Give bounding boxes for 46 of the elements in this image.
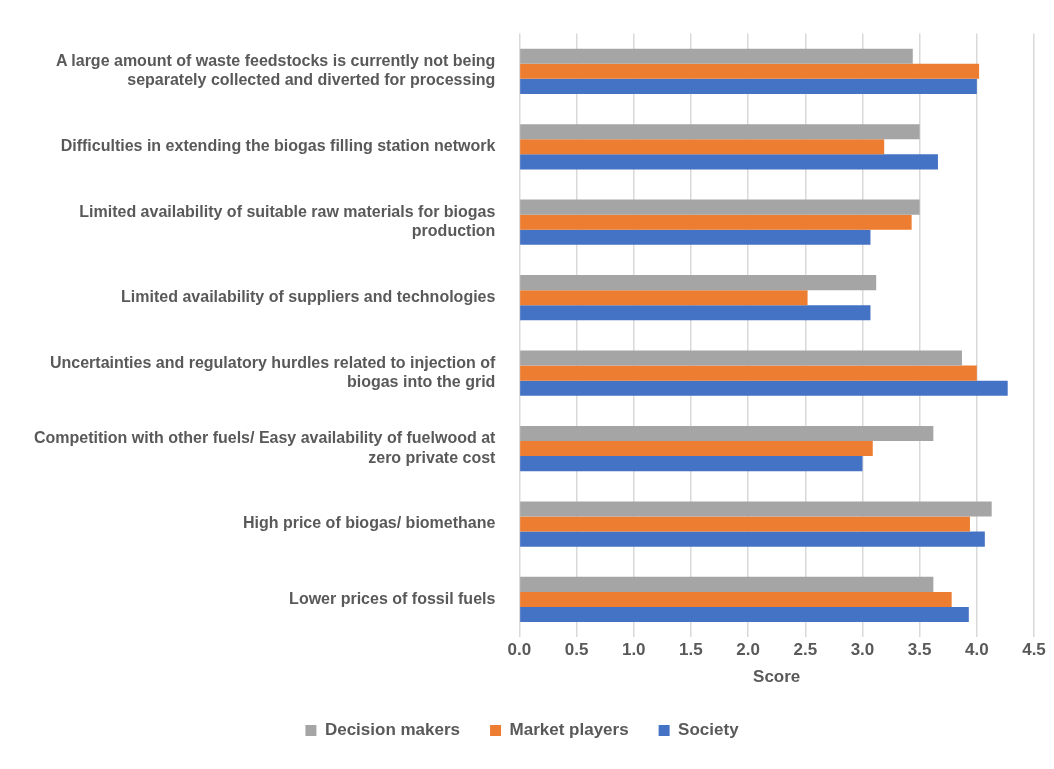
- x-tick-label: 4.5: [1022, 640, 1046, 660]
- bar: [520, 78, 977, 94]
- bar: [520, 501, 992, 517]
- x-tick-label: 3.0: [850, 640, 875, 660]
- x-axis-title: Score: [753, 667, 801, 687]
- legend-label: Market players: [509, 720, 629, 740]
- bar: [520, 576, 934, 592]
- x-tick-label: 2.0: [736, 640, 760, 660]
- bar: [520, 48, 913, 64]
- bar: [520, 380, 1008, 396]
- bar: [520, 350, 962, 366]
- x-tick-label: 2.5: [793, 640, 818, 660]
- y-tick-label: Limited availability of suppliers and technologies: [121, 288, 496, 306]
- bar: [520, 229, 871, 245]
- bar: [520, 63, 980, 79]
- bar: [520, 214, 912, 230]
- y-tick-label: Limited availability of suitable raw materials for biogas production: [79, 203, 496, 240]
- bar: [520, 139, 885, 155]
- legend-label: Society: [678, 720, 740, 740]
- bar: [520, 290, 808, 306]
- bar: [520, 425, 934, 442]
- bar: [520, 275, 877, 291]
- x-tick-label: 0.5: [564, 640, 589, 660]
- x-tick-label: 0.0: [507, 640, 532, 660]
- y-tick-label: Uncertainties and regulatory hurdles related to injection of biogas into the grid: [49, 353, 497, 391]
- y-tick-label: Difficulties in extending the biogas filling station network: [60, 137, 496, 155]
- y-tick-label: Competition with other fuels/ Easy availability of fuelwood at zero private cost: [34, 429, 497, 466]
- bar: [520, 441, 873, 457]
- y-tick-label: Lower prices of fossil fuels: [289, 589, 496, 607]
- legend-label: Decision makers: [324, 720, 461, 740]
- bar: [520, 199, 920, 215]
- bar: [520, 591, 952, 608]
- x-tick-label: 1.0: [621, 640, 646, 660]
- bar: [520, 456, 863, 472]
- x-tick-label: 3.5: [907, 640, 932, 660]
- bar: [520, 531, 985, 547]
- y-tick-label: A large amount of waste feedstocks is currently not being separately collected and diverted for processing: [55, 52, 496, 89]
- bar: [520, 124, 920, 140]
- bar: [520, 154, 938, 170]
- y-tick-label: High price of biogas/ biomethane: [242, 514, 496, 532]
- bar: [520, 516, 970, 532]
- x-tick-label: 1.5: [679, 640, 703, 660]
- bar: [520, 365, 977, 381]
- x-tick-label: 4.0: [965, 640, 989, 660]
- bar: [520, 607, 969, 623]
- bar: [520, 305, 871, 321]
